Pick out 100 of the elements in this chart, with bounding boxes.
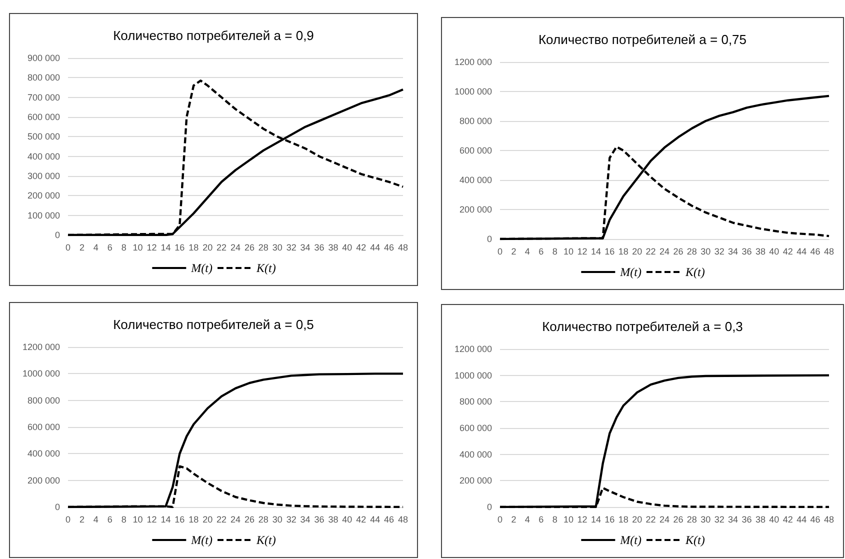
x-tick-label: 46 [384, 514, 394, 524]
x-tick-label: 20 [202, 514, 213, 524]
x-tick-label: 34 [728, 246, 738, 256]
legend-label: M(t) [619, 533, 642, 547]
x-tick-label: 0 [65, 514, 71, 524]
chart-title: Количество потребителей a = 0,75 [538, 32, 747, 47]
y-tick-label: 800 000 [27, 72, 60, 83]
y-tick-label: 0 [486, 234, 492, 244]
x-tick-label: 24 [230, 242, 241, 252]
x-tick-label: 24 [230, 514, 241, 524]
x-tick-label: 2 [79, 514, 84, 524]
y-tick-label: 600 000 [27, 112, 60, 122]
x-tick-label: 48 [824, 246, 834, 256]
x-tick-label: 16 [604, 246, 615, 256]
x-tick-label: 18 [618, 514, 628, 524]
x-tick-label: 4 [524, 246, 530, 256]
y-tick-label: 500 000 [27, 132, 60, 142]
x-tick-label: 42 [782, 246, 793, 256]
legend-label: K(t) [684, 533, 705, 547]
x-tick-label: 32 [714, 514, 724, 524]
x-tick-label: 10 [132, 514, 143, 524]
x-tick-label: 42 [356, 514, 366, 524]
x-tick-label: 14 [590, 514, 601, 524]
x-tick-label: 30 [272, 514, 282, 524]
y-tick-label: 1000 000 [454, 370, 492, 380]
x-tick-label: 12 [577, 246, 588, 256]
x-tick-label: 10 [132, 242, 143, 252]
x-tick-label: 46 [810, 246, 820, 256]
x-tick-label: 8 [121, 514, 126, 524]
x-tick-label: 40 [769, 246, 780, 256]
x-tick-label: 38 [755, 246, 766, 256]
x-tick-label: 40 [769, 514, 780, 524]
x-tick-label: 44 [370, 242, 380, 252]
legend-label: M(t) [619, 265, 642, 279]
legend-label: K(t) [255, 261, 276, 275]
legend-label: M(t) [190, 533, 212, 547]
y-tick-label: 800 000 [459, 116, 492, 126]
x-tick-label: 44 [370, 514, 380, 524]
y-tick-label: 400 000 [27, 151, 60, 162]
y-tick-label: 1000 000 [454, 86, 492, 96]
y-tick-label: 200 000 [27, 190, 60, 201]
y-tick-label: 400 000 [27, 448, 60, 459]
x-tick-label: 22 [216, 514, 227, 524]
x-tick-label: 20 [632, 514, 642, 524]
y-tick-label: 100 000 [27, 210, 60, 220]
x-tick-label: 24 [659, 246, 670, 256]
y-tick-label: 700 000 [27, 92, 60, 102]
x-tick-label: 38 [755, 514, 766, 524]
x-tick-label: 26 [244, 242, 254, 252]
x-tick-label: 18 [618, 246, 628, 256]
x-tick-label: 20 [202, 242, 213, 252]
x-tick-label: 30 [272, 242, 282, 252]
x-tick-label: 36 [742, 514, 752, 524]
chart-title: Количество потребителей a = 0,9 [113, 28, 314, 43]
y-tick-label: 600 000 [459, 423, 492, 433]
x-tick-label: 12 [577, 514, 588, 524]
x-tick-label: 8 [552, 246, 558, 256]
x-tick-label: 44 [796, 514, 807, 524]
legend-label: K(t) [255, 533, 276, 547]
x-tick-label: 22 [646, 246, 656, 256]
x-tick-label: 28 [258, 242, 268, 252]
x-tick-label: 34 [728, 514, 738, 524]
x-tick-label: 22 [216, 242, 227, 252]
x-tick-label: 28 [258, 514, 268, 524]
x-tick-label: 8 [121, 242, 126, 252]
x-tick-label: 18 [188, 514, 199, 524]
x-tick-label: 42 [782, 514, 793, 524]
x-tick-label: 32 [714, 246, 724, 256]
x-tick-label: 16 [604, 514, 615, 524]
x-tick-label: 0 [497, 246, 503, 256]
y-tick-label: 600 000 [27, 422, 60, 432]
y-tick-label: 1200 000 [22, 342, 60, 352]
x-tick-label: 38 [328, 514, 338, 524]
y-tick-label: 200 000 [459, 204, 492, 214]
chart-title: Количество потребителей a = 0,3 [542, 319, 743, 334]
x-tick-label: 32 [286, 514, 296, 524]
x-tick-label: 22 [646, 514, 656, 524]
x-tick-label: 30 [700, 514, 711, 524]
x-tick-label: 38 [328, 242, 338, 252]
x-tick-label: 26 [673, 246, 684, 256]
legend-label: M(t) [190, 261, 212, 275]
x-tick-label: 42 [356, 242, 366, 252]
x-tick-label: 28 [686, 514, 697, 524]
x-tick-label: 46 [810, 514, 820, 524]
x-tick-label: 12 [146, 514, 157, 524]
x-tick-label: 2 [79, 242, 84, 252]
x-tick-label: 34 [300, 514, 310, 524]
x-tick-label: 40 [342, 514, 352, 524]
x-tick-label: 48 [398, 514, 408, 524]
y-tick-label: 0 [54, 230, 60, 240]
x-tick-label: 36 [314, 242, 324, 252]
x-tick-label: 8 [552, 514, 558, 524]
x-tick-label: 36 [742, 246, 752, 256]
x-tick-label: 6 [107, 514, 112, 524]
x-tick-label: 32 [286, 242, 296, 252]
legend-label: K(t) [684, 265, 705, 279]
x-tick-label: 40 [342, 242, 352, 252]
chart-title: Количество потребителей a = 0,5 [113, 317, 314, 332]
x-tick-label: 24 [659, 514, 670, 524]
x-tick-label: 16 [174, 242, 185, 252]
